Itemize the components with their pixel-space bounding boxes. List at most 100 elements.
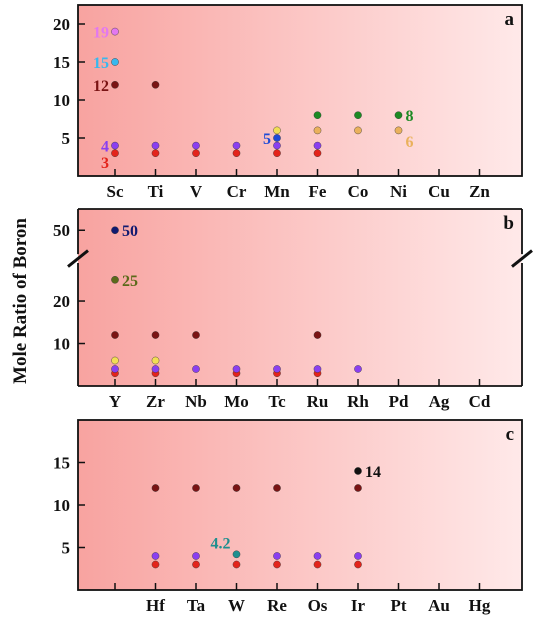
panel-letter: b: [503, 213, 514, 234]
data-point: [111, 356, 119, 365]
y-tick-label: 15: [53, 53, 70, 72]
y-tick-label: 15: [53, 454, 70, 473]
x-tick-label: Hg: [469, 596, 491, 615]
data-point: [111, 331, 119, 339]
data-point: [192, 552, 200, 560]
y-tick-label: 10: [53, 91, 70, 110]
data-point: [273, 552, 281, 560]
point-annotation: 50: [122, 223, 138, 240]
data-point: [151, 141, 160, 150]
data-point: [192, 365, 200, 373]
data-point: [394, 111, 403, 119]
data-point: [192, 149, 200, 157]
data-point: [232, 550, 241, 559]
data-point: [111, 226, 119, 235]
y-tick-label: 50: [53, 221, 70, 240]
y-axis-label: Mole Ratio of Boron: [10, 218, 31, 384]
x-tick-label: Zr: [146, 392, 165, 411]
y-tick-label: 5: [62, 129, 71, 148]
point-annotation: 4: [101, 139, 109, 156]
x-tick-label: Zn: [469, 182, 490, 201]
data-point: [151, 149, 160, 157]
data-point: [111, 81, 119, 89]
data-point: [151, 81, 160, 89]
data-point: [354, 111, 362, 119]
data-point: [354, 467, 362, 475]
data-point: [354, 484, 362, 492]
plot-background: [78, 5, 522, 176]
plot-background: [78, 420, 522, 590]
data-point: [313, 111, 322, 119]
x-tick-label: Ru: [307, 392, 329, 411]
x-tick-label: Ni: [390, 182, 407, 201]
data-point: [151, 356, 160, 365]
data-point: [232, 149, 241, 157]
x-tick-label: Mn: [264, 182, 290, 201]
data-point: [151, 560, 160, 569]
panel-c: 5 10 15 Hf Ta W Re Os Ir Pt Au Hg 4.2 14 c: [53, 419, 523, 615]
data-point: [192, 331, 200, 339]
data-point: [273, 134, 281, 142]
data-point: [151, 552, 160, 560]
data-point: [273, 560, 281, 569]
x-tick-label: Pt: [390, 596, 406, 615]
x-tick-label: Co: [348, 182, 369, 201]
x-tick-label: Tc: [268, 392, 286, 411]
data-point: [192, 484, 200, 492]
x-tick-label: Cr: [227, 182, 247, 201]
data-point: [192, 560, 200, 569]
data-point: [151, 484, 160, 492]
point-annotation: 8: [406, 108, 414, 125]
x-tick-label: Pd: [389, 392, 409, 411]
plot-frame: [77, 419, 523, 591]
x-tick-label: Sc: [107, 182, 124, 201]
x-tick-label: Ag: [429, 392, 450, 411]
x-tick-label: Os: [308, 596, 328, 615]
x-tick-label: Ta: [187, 596, 206, 615]
point-annotation: 19: [93, 25, 109, 42]
x-tick-label: Y: [109, 392, 121, 411]
data-point: [111, 365, 119, 373]
point-annotation: 6: [406, 134, 414, 151]
x-tick-label: W: [228, 596, 245, 615]
x-tick-label: Mo: [224, 392, 249, 411]
data-point: [232, 141, 241, 150]
data-point: [111, 58, 119, 66]
point-annotation: 25: [122, 273, 138, 290]
data-point: [354, 365, 362, 373]
plot-background: [78, 209, 522, 386]
panel-letter: a: [505, 9, 515, 30]
data-point: [313, 560, 322, 569]
x-tick-label: Cu: [428, 182, 450, 201]
panel-b: 10 20 50 Y Zr Nb Mo Tc Ru Rh Pd Ag Cd 50 25 b: [53, 208, 533, 411]
point-annotation: 12: [93, 78, 109, 95]
data-point: [111, 275, 119, 284]
data-point: [232, 365, 241, 373]
data-point: [273, 141, 281, 150]
point-annotation: 4.2: [211, 536, 231, 553]
data-point: [111, 27, 119, 36]
data-point: [394, 126, 403, 135]
data-point: [313, 141, 322, 150]
x-tick-label: Cd: [469, 392, 491, 411]
data-point: [111, 141, 119, 150]
point-annotation: 14: [365, 464, 381, 481]
axis-break-mark-left: [67, 249, 89, 268]
data-point: [313, 331, 322, 339]
x-tick-label: Au: [428, 596, 450, 615]
data-point: [313, 149, 322, 157]
data-point: [151, 365, 160, 373]
y-tick-label: 5: [62, 539, 71, 558]
panel-a: 5 10 15 20 Sc Ti V Cr Mn Fe Co Ni Cu Zn 19 15 12 43 5 8 6 a: [53, 4, 523, 201]
x-tick-label: Ti: [148, 182, 164, 201]
data-point: [354, 560, 362, 569]
axis-break-mark-right: [511, 249, 533, 268]
y-tick-label: 20: [53, 292, 70, 311]
data-point: [111, 149, 119, 157]
x-tick-label: Re: [267, 596, 287, 615]
plot-frame: [77, 4, 523, 177]
x-tick-label: Hf: [146, 596, 165, 615]
data-point: [354, 126, 362, 135]
x-tick-label: Nb: [185, 392, 207, 411]
data-point: [232, 560, 241, 569]
